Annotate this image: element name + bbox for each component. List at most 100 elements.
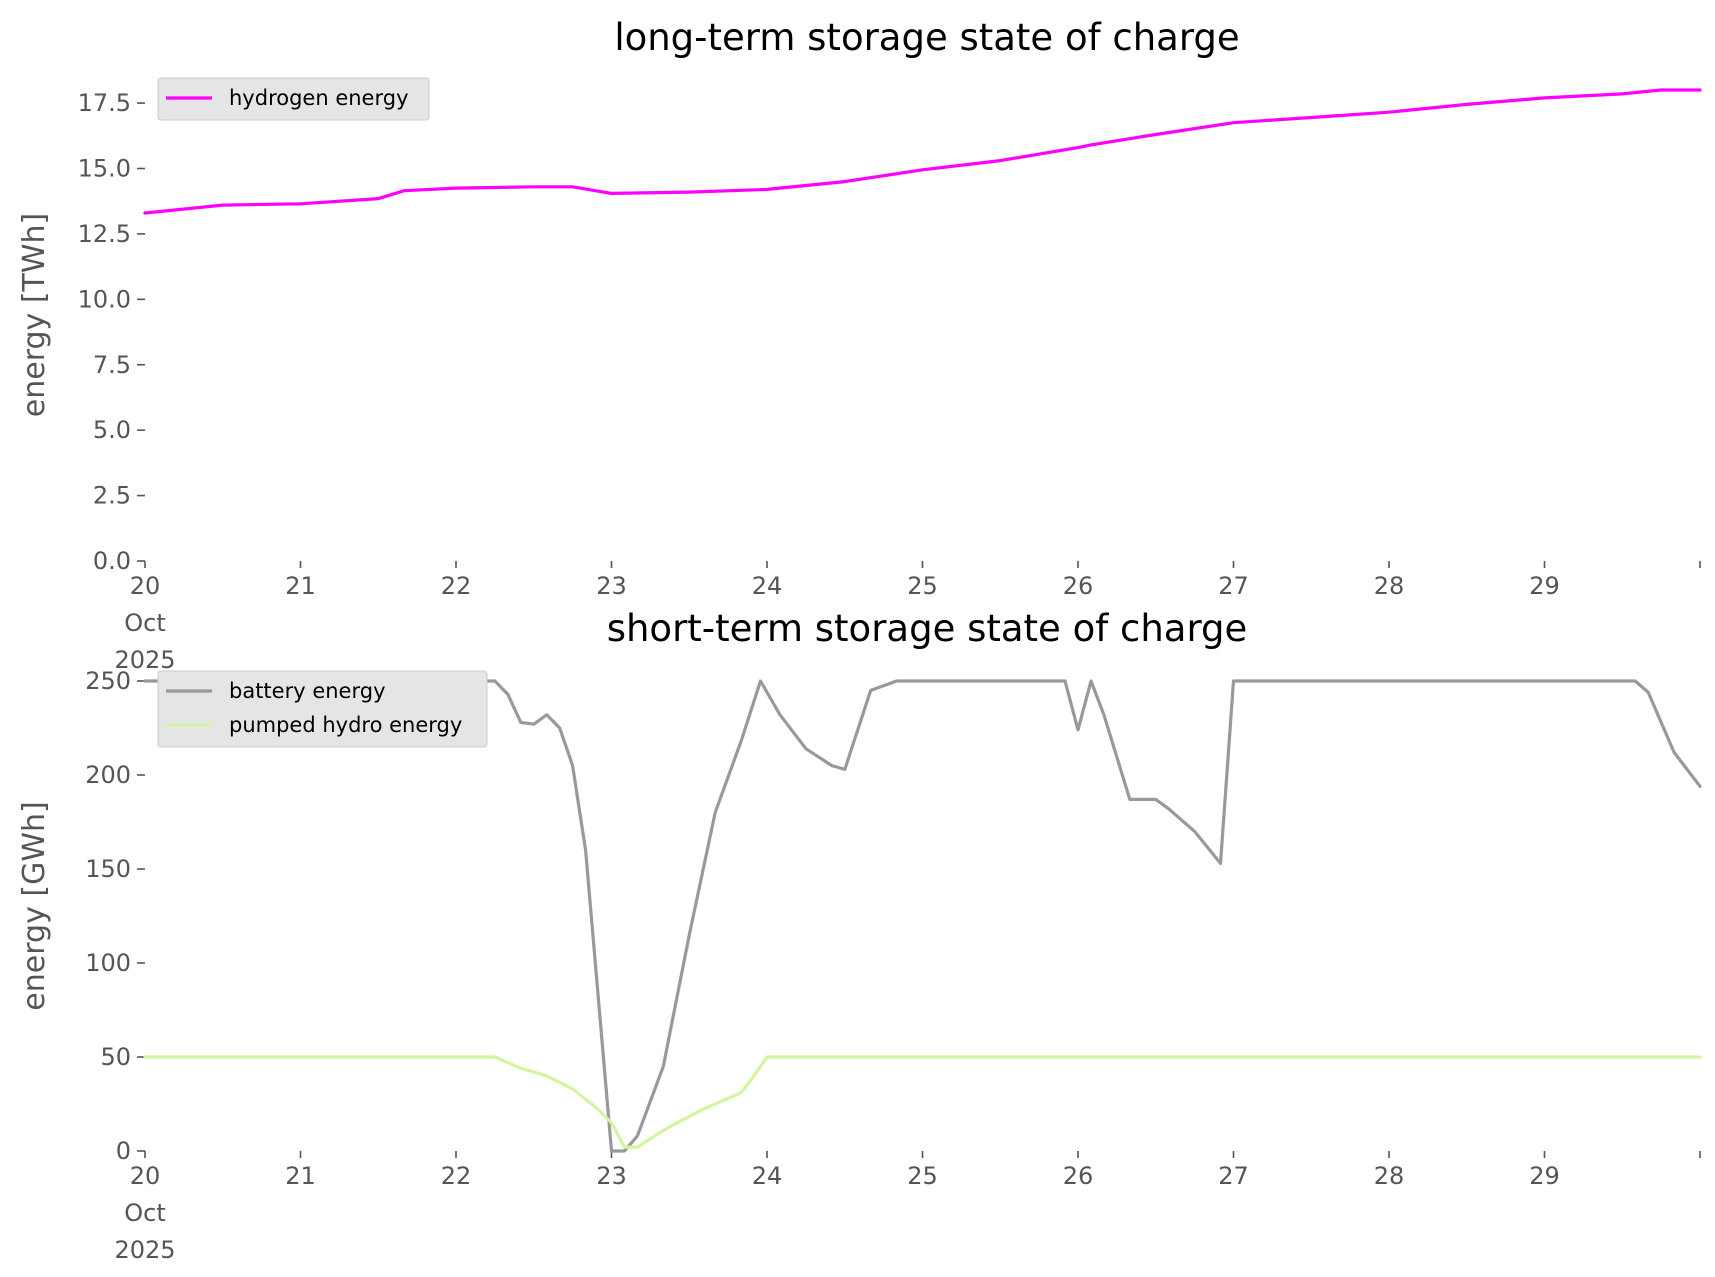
data-point-battery-energy [636, 1135, 639, 1138]
data-point-hydrogen-energy [1232, 121, 1235, 124]
y-tick-label: 10.0 [78, 285, 131, 313]
x-tick-label: 25 [907, 1162, 938, 1190]
y-tick-label: 0.0 [93, 547, 131, 575]
x-tick-label: 28 [1374, 572, 1405, 600]
data-point-battery-energy [1128, 798, 1131, 801]
data-point-hydrogen-energy [1077, 146, 1080, 149]
data-point-battery-energy [830, 764, 833, 767]
data-point-battery-energy [714, 811, 717, 814]
x-axis-ticks: 20 Oct 2025 21 22 23 24 25 26 27 28 29 [114, 561, 1701, 674]
data-point-battery-energy [688, 933, 691, 936]
data-point-hydrogen-energy [610, 192, 613, 195]
x-tick-sublabel: 2025 [114, 1236, 175, 1264]
series-lines [143, 88, 1702, 215]
x-tick-label: 24 [752, 572, 783, 600]
data-point-hydrogen-energy [1310, 116, 1313, 119]
short-term-storage-chart: short-term storage state of charge energ… [17, 607, 1702, 1264]
data-point-battery-energy [759, 680, 762, 683]
data-point-hydrogen-energy [299, 202, 302, 205]
data-point-battery-energy [610, 1150, 613, 1153]
data-point-battery-energy [1103, 713, 1106, 716]
data-point-battery-energy [662, 1065, 665, 1068]
y-tick-label: 250 [85, 667, 131, 695]
data-point-hydrogen-energy [532, 185, 535, 188]
x-tick-label: 28 [1374, 1162, 1405, 1190]
data-point-pumped-hydro-energy [753, 1074, 756, 1077]
y-tick-label: 200 [85, 761, 131, 789]
data-point-battery-energy [1090, 680, 1093, 683]
x-tick-label: 21 [285, 572, 316, 600]
data-point-battery-energy [1634, 680, 1637, 683]
y-tick-label: 17.5 [78, 89, 131, 117]
data-point-pumped-hydro-energy [571, 1088, 574, 1091]
x-tick-label: 22 [441, 572, 472, 600]
data-point-battery-energy [532, 723, 535, 726]
x-tick-label: 22 [441, 1162, 472, 1190]
x-tick-label: 26 [1063, 1162, 1094, 1190]
data-point-hydrogen-energy [1388, 111, 1391, 114]
data-point-pumped-hydro-energy [610, 1121, 613, 1124]
data-point-hydrogen-energy [688, 191, 691, 194]
data-point-hydrogen-energy [766, 188, 769, 191]
data-point-pumped-hydro-energy [766, 1056, 769, 1059]
series-line-pumped-hydro-energy [143, 1055, 1702, 1149]
data-point-battery-energy [1193, 830, 1196, 833]
data-point-hydrogen-energy [1699, 89, 1702, 92]
y-tick-label: 12.5 [78, 220, 131, 248]
legend-label-hydrogen: hydrogen energy [229, 86, 409, 110]
x-tick-label: 20 [130, 1162, 161, 1190]
legend-label-pumped-hydro: pumped hydro energy [229, 713, 462, 737]
x-tick-label: 23 [596, 1162, 627, 1190]
y-axis-label: energy [GWh] [17, 801, 52, 1010]
data-point-pumped-hydro-energy [740, 1091, 743, 1094]
legend: battery energy pumped hydro energy [157, 670, 488, 748]
data-point-hydrogen-energy [1154, 133, 1157, 136]
x-tick-label: 23 [596, 572, 627, 600]
data-point-hydrogen-energy [1465, 103, 1468, 106]
data-point-hydrogen-energy [1543, 97, 1546, 100]
data-point-hydrogen-energy [1621, 93, 1624, 96]
y-tick-label: 150 [85, 855, 131, 883]
data-point-hydrogen-energy [144, 212, 147, 215]
data-point-pumped-hydro-energy [1699, 1056, 1702, 1059]
data-point-battery-energy [1232, 680, 1235, 683]
data-point-pumped-hydro-energy [662, 1129, 665, 1132]
data-point-hydrogen-energy [999, 159, 1002, 162]
data-point-battery-energy [1219, 862, 1222, 865]
y-axis-ticks: 0 50 100 150 200 250 [85, 667, 145, 1165]
legend-box [157, 670, 488, 748]
data-point-pumped-hydro-energy [597, 1108, 600, 1111]
x-tick-label: 27 [1218, 1162, 1249, 1190]
chart-title: long-term storage state of charge [614, 16, 1239, 59]
legend: hydrogen energy [157, 77, 430, 121]
data-point-battery-energy [779, 713, 782, 716]
series-line-hydrogen-energy [143, 88, 1702, 215]
y-axis-label: energy [TWh] [17, 213, 52, 417]
data-point-hydrogen-energy [403, 189, 406, 192]
y-tick-label: 100 [85, 949, 131, 977]
data-point-battery-energy [584, 849, 587, 852]
y-tick-label: 5.0 [93, 416, 131, 444]
x-tick-label: 26 [1063, 572, 1094, 600]
data-point-battery-energy [1699, 785, 1702, 788]
data-point-pumped-hydro-energy [494, 1056, 497, 1059]
data-point-hydrogen-energy [921, 168, 924, 171]
data-point-battery-energy [843, 768, 846, 771]
y-axis-ticks: 0.0 2.5 5.0 7.5 10.0 12.5 15.0 17.5 [78, 89, 145, 575]
data-point-pumped-hydro-energy [519, 1067, 522, 1070]
x-tick-label: 20 [130, 572, 161, 600]
x-tick-label: 24 [752, 1162, 783, 1190]
data-point-battery-energy [1673, 751, 1676, 754]
data-point-hydrogen-energy [1660, 89, 1663, 92]
data-point-battery-energy [895, 680, 898, 683]
data-point-pumped-hydro-energy [545, 1074, 548, 1077]
data-point-hydrogen-energy [1090, 144, 1093, 147]
y-tick-label: 7.5 [93, 351, 131, 379]
data-point-battery-energy [1167, 807, 1170, 810]
data-point-battery-energy [558, 727, 561, 730]
y-tick-label: 2.5 [93, 482, 131, 510]
data-point-battery-energy [519, 721, 522, 724]
legend-box [157, 77, 430, 121]
long-term-storage-chart: long-term storage state of charge energy… [17, 16, 1702, 674]
data-point-pumped-hydro-energy [144, 1056, 147, 1059]
